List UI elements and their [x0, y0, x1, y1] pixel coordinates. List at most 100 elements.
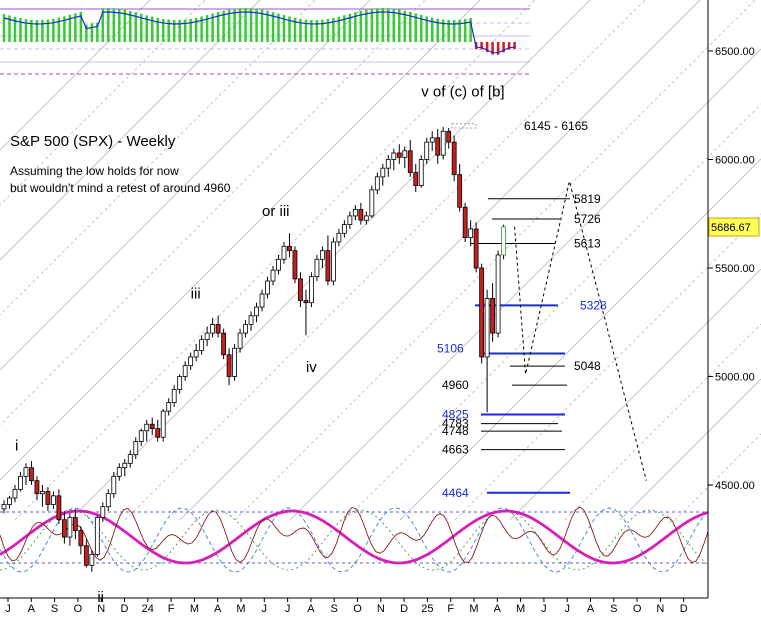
cycle-green-dotted: [0, 509, 709, 571]
x-tick-label: O: [353, 603, 362, 615]
candle-up: [94, 517, 100, 555]
x-tick-label: N: [377, 603, 385, 615]
last-price-box: [708, 217, 760, 237]
candle-down: [78, 530, 84, 547]
candle-up: [402, 150, 408, 158]
trend-channel-lines: [0, 0, 761, 521]
level-label: 5726: [574, 212, 601, 226]
x-tick-label: S: [331, 603, 338, 615]
candle-up: [330, 241, 336, 282]
candle-up: [127, 454, 133, 464]
candle-up: [204, 332, 210, 341]
cycle-magenta: [0, 509, 709, 565]
candle-down: [457, 174, 463, 208]
candle-up: [177, 376, 183, 390]
x-tick-label: D: [121, 603, 129, 615]
candle-down: [396, 152, 402, 158]
y-axis: 6500.00 6000.00 5500.00 5000.00 4500.00: [708, 46, 755, 492]
candle-up: [309, 276, 314, 304]
candle-down: [226, 354, 232, 377]
candle-up: [7, 497, 12, 505]
candle-down: [29, 467, 34, 482]
candle-up: [424, 141, 430, 160]
candle-down: [34, 480, 40, 495]
candle-down: [298, 278, 303, 301]
x-tick-label: D: [680, 603, 688, 615]
x-tick-label: J: [262, 603, 268, 615]
candle-down: [72, 517, 78, 531]
momentum-line: [3, 11, 515, 54]
level-label: 4663: [442, 443, 469, 457]
level-label: 4783: [442, 417, 469, 431]
candle-up: [210, 324, 216, 334]
candle-up: [314, 258, 320, 278]
x-tick-label: S: [51, 603, 58, 615]
wave-label: iv: [306, 359, 317, 376]
candle-down: [451, 141, 457, 176]
candle-up: [23, 467, 29, 477]
candle-up: [374, 176, 380, 191]
cycle-brown-line: [0, 506, 709, 564]
candle-down: [479, 267, 485, 358]
channel-line: [0, 0, 371, 371]
x-tick-label: O: [633, 603, 642, 615]
candle-up: [380, 167, 386, 178]
candle-up: [193, 350, 199, 358]
candle-up: [116, 467, 122, 477]
x-tick-label: M: [516, 603, 525, 615]
top-momentum-panel: [0, 8, 530, 75]
candle-down: [215, 324, 221, 334]
candle-up: [265, 280, 270, 295]
candle-up: [89, 554, 95, 566]
x-tick-label: O: [74, 603, 83, 615]
candle-up: [166, 402, 172, 412]
candle-down: [56, 495, 62, 521]
level-label: 5048: [574, 359, 601, 373]
channel-line: [0, 0, 261, 261]
x-tick-label: D: [400, 603, 408, 615]
x-tick-label: A: [28, 603, 36, 615]
last-price-label: 5686.67: [711, 222, 751, 234]
price-levels: 6145 - 6165 5819 5726 5613 5328 5106 5048 4960 4…: [437, 119, 607, 500]
candle-down: [462, 206, 468, 239]
level-label: 4960: [442, 378, 469, 392]
level-label: 4825: [442, 407, 469, 421]
candle-down: [413, 172, 419, 186]
candle-up: [1, 504, 7, 510]
projection-line: [514, 181, 647, 481]
x-tick-label: A: [587, 603, 595, 615]
candle-up: [160, 410, 166, 438]
chart-title: S&P 500 (SPX) - Weekly: [10, 133, 176, 150]
bottom-cycle-panel: [0, 506, 709, 573]
x-tick-label: A: [214, 603, 222, 615]
candle-up: [259, 293, 265, 308]
candle-up: [429, 137, 435, 143]
target-zone: [451, 123, 477, 129]
x-tick-label: 24: [142, 603, 154, 615]
candle-up: [100, 506, 106, 518]
candle-up: [40, 491, 45, 495]
candle-up: [133, 441, 139, 456]
candle-down: [325, 250, 331, 282]
candle-up: [51, 495, 56, 505]
x-tick-label: S: [610, 603, 617, 615]
level-label: 5328: [580, 298, 607, 312]
candle-up: [468, 228, 474, 239]
candle-up: [122, 462, 128, 469]
subtitle-line-2: but wouldn't mind a retest of around 496…: [10, 181, 231, 195]
level-label: 4748: [442, 424, 469, 438]
candle-down: [358, 209, 364, 221]
subtitle-line-1: Assuming the low holds for now: [10, 164, 179, 178]
level-label: 4464: [442, 486, 469, 500]
candle-up: [363, 215, 369, 221]
candle-up: [171, 389, 177, 403]
candle-up: [270, 269, 276, 282]
level-label: 5613: [574, 236, 601, 250]
x-tick-label: J: [564, 603, 570, 615]
projection-path: [514, 181, 647, 481]
candle-up: [248, 315, 254, 325]
level-label: 6145 - 6165: [524, 119, 588, 133]
channel-line: [0, 0, 481, 481]
candle-down: [435, 137, 441, 156]
